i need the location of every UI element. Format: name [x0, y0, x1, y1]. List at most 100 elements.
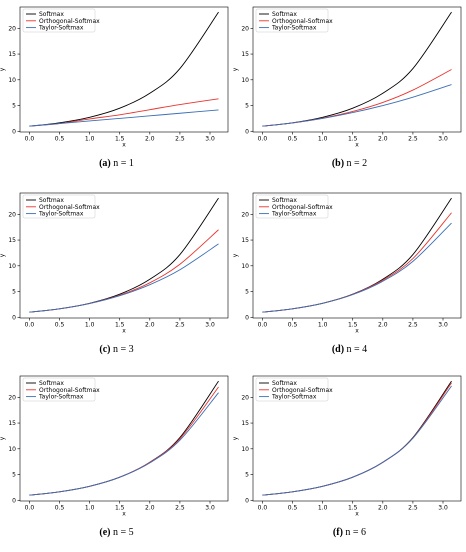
subfigure-caption: (b) n = 2: [233, 158, 466, 169]
series-line-orthogonal-softmax: [262, 69, 452, 127]
legend-entry: Softmax: [272, 197, 297, 204]
x-tick-label: 1.0: [85, 136, 95, 143]
legend-entry: Taylor-Softmax: [271, 211, 317, 218]
legend-box: [22, 8, 96, 33]
caption-label: (e): [99, 527, 111, 538]
caption-label: (d): [331, 344, 345, 355]
legend-entry: Taylor-Softmax: [271, 394, 317, 401]
x-axis-label: x: [355, 328, 359, 335]
y-tick-label: 0: [245, 128, 249, 135]
legend-entry: Orthogonal-Softmax: [39, 387, 100, 394]
x-tick-label: 0.5: [55, 505, 65, 512]
legend-entry: Softmax: [39, 380, 64, 387]
y-axis-label: y: [0, 67, 6, 71]
x-tick-label: 2.5: [175, 505, 185, 512]
series-line-taylor-softmax: [29, 243, 219, 313]
y-tick-label: 10: [8, 263, 16, 270]
chart-panel: 0.0 0.5 1.0 1.5 2.0 2.5 3.0 0 5 10 15 20 x y SoftmaxOr…: [0, 186, 233, 369]
x-tick-label: 0.0: [25, 505, 35, 512]
plot-frame: [19, 6, 229, 133]
x-tick-label: 3.0: [438, 505, 448, 512]
legend-entry: Softmax: [39, 11, 64, 18]
x-tick-label: 0.5: [288, 322, 298, 329]
x-tick-label: 2.5: [175, 136, 185, 143]
y-tick-label: 0: [245, 497, 249, 504]
series-line-orthogonal-softmax: [262, 212, 452, 313]
x-axis-label: x: [355, 511, 359, 518]
line-chart: 0.0 0.5 1.0 1.5 2.0 2.5 3.0 0 5 10 15 20 x y SoftmaxOr…: [0, 375, 229, 518]
caption-text: n = 3: [110, 344, 134, 355]
line-chart: 0.0 0.5 1.0 1.5 2.0 2.5 3.0 0 5 10 15 20 x y SoftmaxOr…: [0, 6, 229, 149]
legend-entry: Taylor-Softmax: [38, 211, 84, 218]
x-tick-label: 2.0: [145, 322, 155, 329]
x-tick-label: 1.0: [85, 322, 95, 329]
y-tick-label: 20: [8, 211, 16, 218]
x-tick-label: 1.0: [318, 136, 328, 143]
caption-text: n = 4: [344, 344, 368, 355]
x-tick-label: 1.5: [115, 136, 125, 143]
x-tick-label: 0.0: [258, 505, 268, 512]
subfigure-caption: (e) n = 5: [0, 527, 233, 538]
y-tick-label: 15: [241, 51, 249, 58]
caption-label: (c): [99, 344, 111, 355]
legend-entry: Softmax: [272, 11, 297, 18]
x-tick-label: 2.5: [408, 136, 418, 143]
y-tick-label: 0: [12, 314, 16, 321]
x-tick-label: 1.5: [115, 322, 125, 329]
y-tick-label: 10: [241, 446, 249, 453]
y-tick-label: 0: [12, 497, 16, 504]
y-tick-label: 20: [8, 394, 16, 401]
subfigure-caption: (a) n = 1: [0, 158, 233, 169]
line-chart: 0.0 0.5 1.0 1.5 2.0 2.5 3.0 0 5 10 15 20 x y SoftmaxOr…: [232, 375, 462, 518]
line-chart: 0.0 0.5 1.0 1.5 2.0 2.5 3.0 0 5 10 15 20 x y SoftmaxOr…: [232, 192, 462, 335]
x-tick-label: 1.5: [348, 322, 358, 329]
plot-frame: [252, 192, 462, 319]
x-tick-label: 2.0: [378, 322, 388, 329]
x-tick-label: 0.0: [25, 322, 35, 329]
y-axis-label: y: [232, 436, 239, 440]
x-tick-label: 0.0: [258, 322, 268, 329]
x-axis-label: x: [355, 142, 359, 149]
y-tick-label: 10: [8, 77, 16, 84]
plot-frame: [19, 375, 229, 502]
x-tick-label: 3.0: [438, 322, 448, 329]
x-tick-label: 2.0: [145, 136, 155, 143]
y-tick-label: 15: [8, 237, 16, 244]
y-axis-label: y: [232, 67, 239, 71]
plot-frame: [252, 6, 462, 133]
legend-entry: Softmax: [272, 380, 297, 387]
y-axis-label: y: [0, 253, 6, 257]
y-tick-label: 5: [245, 103, 249, 110]
y-tick-label: 20: [241, 211, 249, 218]
series-line-orthogonal-softmax: [29, 229, 219, 313]
legend-box: [22, 377, 96, 402]
x-tick-label: 1.5: [348, 505, 358, 512]
y-tick-label: 15: [241, 237, 249, 244]
x-tick-label: 1.0: [85, 505, 95, 512]
y-axis-label: y: [0, 436, 6, 440]
y-tick-label: 5: [12, 289, 16, 296]
y-tick-label: 10: [8, 446, 16, 453]
x-tick-label: 3.0: [438, 136, 448, 143]
chart-panel: 0.0 0.5 1.0 1.5 2.0 2.5 3.0 0 5 10 15 20 x y SoftmaxOr…: [0, 369, 233, 552]
series-line-taylor-softmax: [29, 109, 219, 127]
x-tick-label: 2.0: [378, 505, 388, 512]
legend-entry: Orthogonal-Softmax: [272, 18, 333, 25]
subfigure-caption: (f) n = 6: [233, 527, 466, 538]
legend-entry: Orthogonal-Softmax: [39, 18, 100, 25]
subfigure-caption: (c) n = 3: [0, 344, 233, 355]
series-line-orthogonal-softmax: [29, 386, 219, 496]
y-tick-label: 20: [241, 394, 249, 401]
chart-panel: 0.0 0.5 1.0 1.5 2.0 2.5 3.0 0 5 10 15 20 x y SoftmaxOr…: [0, 0, 233, 183]
x-tick-label: 0.0: [258, 136, 268, 143]
x-tick-label: 2.5: [408, 505, 418, 512]
y-axis-label: y: [232, 253, 239, 257]
y-tick-label: 15: [241, 420, 249, 427]
legend-entry: Orthogonal-Softmax: [39, 204, 100, 211]
x-tick-label: 3.0: [205, 136, 215, 143]
x-tick-label: 1.5: [115, 505, 125, 512]
